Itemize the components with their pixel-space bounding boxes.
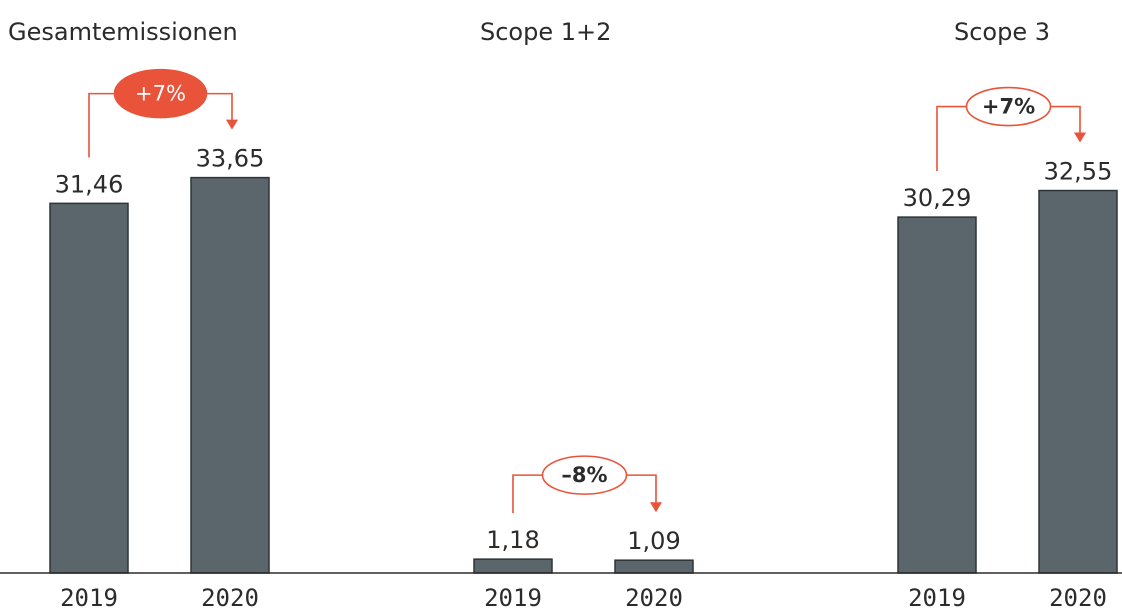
change-badge (113, 68, 208, 119)
bar (614, 559, 694, 574)
value-label: 30,29 (903, 184, 972, 212)
arrow-down-icon (1074, 132, 1086, 143)
group-title: Scope 3 (954, 18, 1050, 46)
change-bracket-right (206, 92, 233, 121)
change-bracket-left (88, 92, 115, 158)
change-badge-label: +7% (135, 82, 186, 106)
change-badge-label: +7% (982, 95, 1035, 119)
change-badge-label: –8% (561, 463, 607, 487)
arrow-down-icon (650, 502, 662, 513)
x-tick-label: 2020 (201, 584, 259, 610)
bar (49, 202, 129, 574)
x-tick-label: 2019 (60, 584, 118, 610)
bar (1038, 189, 1118, 574)
change-bracket-right (1050, 105, 1081, 134)
value-label: 1,09 (627, 527, 680, 555)
x-tick-label: 2019 (908, 584, 966, 610)
change-badge (965, 86, 1052, 127)
x-tick-label: 2020 (625, 584, 683, 610)
value-label: 32,55 (1044, 158, 1113, 186)
x-tick-label: 2019 (484, 584, 542, 610)
group-title: Scope 1+2 (480, 18, 611, 46)
change-bracket-left (512, 474, 543, 514)
arrow-down-icon (226, 119, 238, 130)
change-bracket-left (936, 105, 967, 172)
bar (897, 216, 977, 574)
group-title: Gesamtemissionen (8, 18, 238, 46)
value-label: 1,18 (486, 526, 539, 554)
bar (473, 558, 553, 574)
value-label: 31,46 (55, 170, 124, 198)
change-badge (541, 455, 628, 495)
change-bracket-right (626, 474, 657, 504)
value-label: 33,65 (196, 145, 265, 173)
x-tick-label: 2020 (1049, 584, 1107, 610)
bar (190, 176, 270, 574)
